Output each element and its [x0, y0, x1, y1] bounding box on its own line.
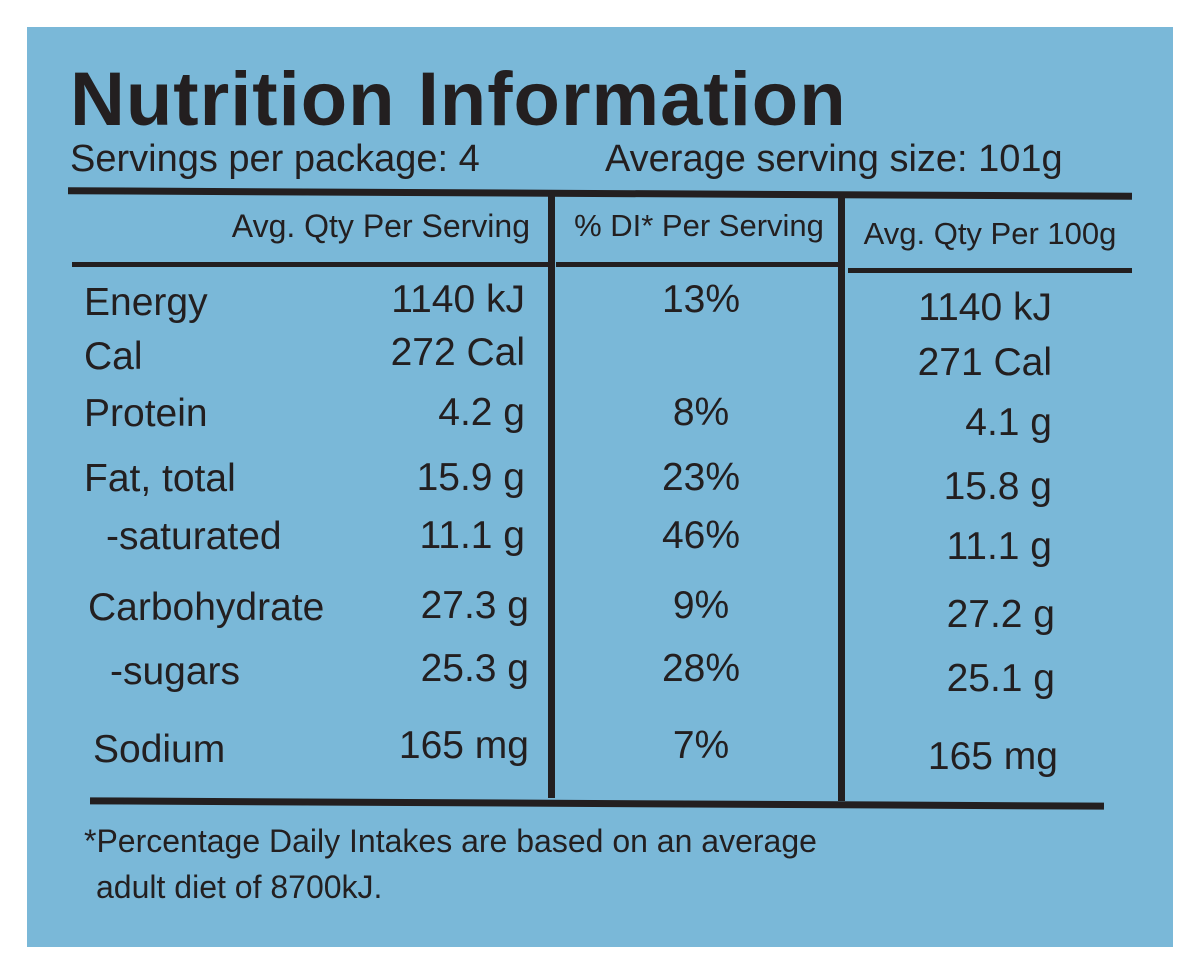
row-label-saturated: -saturated — [106, 515, 282, 558]
cell-per-100g: 165 mg — [927, 735, 1058, 778]
cell-di: 28% — [661, 647, 741, 690]
row-label-energy: Energy — [84, 281, 208, 324]
row-label-protein: Protein — [84, 392, 208, 435]
cell-per-serving: 27.3 g — [420, 584, 529, 627]
footnote-line-2: adult diet of 8700kJ. — [96, 869, 383, 906]
column-header-per-100g: Avg. Qty Per 100g — [863, 216, 1117, 251]
cell-di: 13% — [661, 278, 741, 321]
cell-per-serving: 11.1 g — [419, 514, 525, 557]
footnote-line-1: *Percentage Daily Intakes are based on a… — [84, 823, 817, 859]
cell-per-serving: 1140 kJ — [391, 278, 525, 321]
header-rule — [556, 262, 842, 267]
cell-per-serving: 15.9 g — [416, 456, 525, 499]
row-label-cal: Cal — [84, 335, 143, 378]
cell-per-100g: 271 Cal — [917, 341, 1052, 384]
cell-per-100g: 1140 kJ — [918, 286, 1052, 329]
cell-di: 23% — [661, 456, 741, 499]
servings-per-package: Servings per package: 4 — [70, 138, 480, 180]
cell-per-serving: 165 mg — [398, 724, 529, 767]
cell-per-serving: 4.2 g — [438, 391, 525, 434]
cell-per-100g: 15.8 g — [943, 465, 1052, 508]
cell-per-100g: 25.1 g — [946, 657, 1055, 700]
cell-per-100g: 27.2 g — [946, 593, 1055, 636]
cell-di: 46% — [661, 514, 741, 557]
header-rule — [848, 268, 1132, 273]
row-label-sugars: -sugars — [110, 650, 241, 693]
cell-per-100g: 11.1 g — [946, 525, 1052, 568]
average-serving-size: Average serving size: 101g — [605, 138, 1063, 180]
row-label-fat-total: Fat, total — [84, 457, 236, 500]
row-label-carbohydrate: Carbohydrate — [88, 586, 325, 629]
nutrition-panel — [27, 27, 1173, 947]
column-header-di: % DI* Per Serving — [574, 208, 824, 243]
column-header-per-serving: Avg. Qty Per Serving — [231, 208, 530, 244]
cell-di: 7% — [672, 724, 730, 767]
column-divider — [838, 197, 845, 801]
cell-per-serving: 272 Cal — [390, 331, 525, 374]
cell-di: 9% — [672, 584, 730, 627]
column-divider — [548, 195, 555, 798]
panel-title: Nutrition Information — [70, 57, 847, 142]
footnote: *Percentage Daily Intakes are based on a… — [84, 818, 1084, 911]
header-rule — [72, 262, 550, 267]
cell-di: 8% — [672, 391, 730, 434]
row-label-sodium: Sodium — [93, 728, 226, 771]
cell-per-serving: 25.3 g — [420, 647, 529, 690]
cell-per-100g: 4.1 g — [965, 401, 1052, 444]
